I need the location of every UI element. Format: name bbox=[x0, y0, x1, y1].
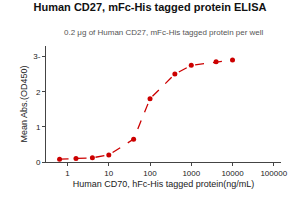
svg-text:Human CD70, hFc-His tagged pro: Human CD70, hFc-His tagged protein(ng/mL… bbox=[73, 179, 255, 189]
svg-text:0.2 μg of Human CD27, mFc-His: 0.2 μg of Human CD27, mFc-His tagged pro… bbox=[64, 28, 264, 37]
svg-text:Human CD27, mFc-His tagged pro: Human CD27, mFc-His tagged protein ELISA bbox=[34, 1, 267, 13]
svg-text:2: 2 bbox=[36, 88, 41, 97]
svg-text:Mean Abs.(OD450): Mean Abs.(OD450) bbox=[19, 65, 29, 142]
svg-text:10: 10 bbox=[104, 169, 113, 178]
svg-text:3-: 3- bbox=[33, 52, 40, 61]
svg-text:1: 1 bbox=[65, 169, 70, 178]
svg-text:1000: 1000 bbox=[182, 169, 200, 178]
svg-text:10000: 10000 bbox=[221, 169, 244, 178]
svg-text:100: 100 bbox=[143, 169, 157, 178]
svg-text:0: 0 bbox=[36, 158, 41, 167]
svg-text:1: 1 bbox=[36, 123, 41, 132]
svg-text:100000: 100000 bbox=[260, 169, 287, 178]
